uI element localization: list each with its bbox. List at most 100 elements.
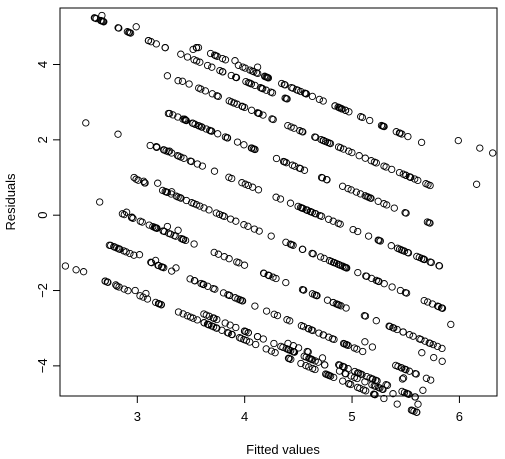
data-point	[390, 204, 398, 212]
data-point	[363, 272, 371, 280]
data-point	[218, 54, 227, 63]
data-point	[349, 225, 357, 234]
plot-frame	[59, 7, 498, 397]
data-point	[294, 344, 303, 352]
data-point	[168, 267, 176, 275]
y-tick-label: −2	[35, 283, 50, 298]
data-point	[412, 370, 420, 378]
data-point	[105, 241, 114, 249]
data-point	[206, 49, 215, 58]
data-point	[220, 253, 228, 261]
data-point	[120, 247, 128, 255]
y-tick-label: 0	[35, 212, 50, 219]
data-point	[367, 157, 375, 165]
data-point	[361, 378, 369, 386]
data-point	[147, 38, 155, 46]
data-point	[282, 94, 290, 103]
data-point	[328, 335, 337, 343]
data-point	[259, 111, 267, 119]
data-point	[411, 175, 419, 183]
data-point	[326, 372, 335, 380]
data-point	[319, 137, 328, 145]
data-point	[240, 261, 249, 269]
data-point	[379, 122, 388, 131]
data-point	[262, 73, 270, 81]
data-point	[207, 322, 216, 330]
data-point	[124, 287, 132, 295]
data-point	[372, 317, 380, 325]
data-point	[168, 188, 176, 196]
data-point	[413, 252, 421, 261]
data-point	[196, 202, 204, 210]
data-point	[248, 183, 257, 191]
data-point	[239, 63, 247, 71]
data-point	[351, 367, 359, 376]
data-point	[347, 186, 355, 194]
data-point	[428, 300, 437, 308]
data-point	[380, 280, 388, 288]
data-point	[285, 354, 293, 363]
data-point	[299, 245, 307, 254]
data-point	[300, 166, 309, 174]
data-point	[472, 180, 481, 188]
data-point	[203, 61, 212, 70]
data-point	[163, 72, 172, 80]
data-point	[388, 165, 396, 174]
data-point	[425, 339, 433, 347]
data-point	[210, 248, 218, 257]
data-point	[264, 271, 272, 279]
data-point	[216, 66, 224, 75]
data-point	[378, 385, 386, 393]
data-point	[175, 152, 183, 160]
data-point	[296, 164, 305, 173]
x-tick-label: 6	[456, 409, 463, 424]
data-point	[284, 339, 292, 348]
data-point	[438, 357, 446, 365]
data-point	[240, 141, 248, 149]
x-tick-label: 4	[241, 409, 248, 424]
data-point	[361, 338, 369, 346]
data-point	[61, 262, 70, 270]
data-point	[180, 115, 189, 123]
data-point	[388, 283, 396, 291]
data-point	[154, 179, 162, 187]
y-tick-label: 2	[35, 136, 50, 143]
data-point	[130, 251, 138, 259]
data-point	[404, 248, 412, 257]
data-point	[390, 324, 398, 332]
data-point	[362, 387, 370, 395]
data-point	[336, 144, 345, 152]
data-point	[430, 353, 438, 362]
data-point	[392, 128, 400, 136]
data-point	[242, 336, 251, 345]
data-point	[306, 208, 315, 216]
data-point	[353, 383, 362, 392]
data-point	[233, 138, 242, 146]
data-point	[212, 324, 220, 332]
data-point	[240, 327, 249, 335]
data-point	[241, 180, 249, 188]
data-point	[435, 262, 443, 270]
data-point	[138, 218, 146, 226]
data-point	[319, 97, 327, 105]
data-point	[294, 202, 302, 211]
data-point	[211, 52, 220, 60]
data-point	[319, 331, 328, 339]
data-point	[200, 310, 208, 318]
data-point	[196, 58, 204, 66]
data-point	[276, 195, 285, 203]
data-point	[153, 224, 161, 232]
data-point	[394, 362, 402, 371]
data-point	[427, 376, 435, 384]
data-point	[299, 286, 308, 294]
data-point	[342, 304, 350, 312]
data-point	[195, 122, 203, 130]
data-point	[433, 342, 442, 351]
data-point	[374, 197, 382, 205]
data-point	[344, 184, 352, 193]
data-point	[402, 171, 410, 179]
data-point	[280, 158, 289, 166]
data-point	[355, 152, 363, 160]
data-point	[146, 141, 154, 150]
data-point	[437, 304, 446, 312]
